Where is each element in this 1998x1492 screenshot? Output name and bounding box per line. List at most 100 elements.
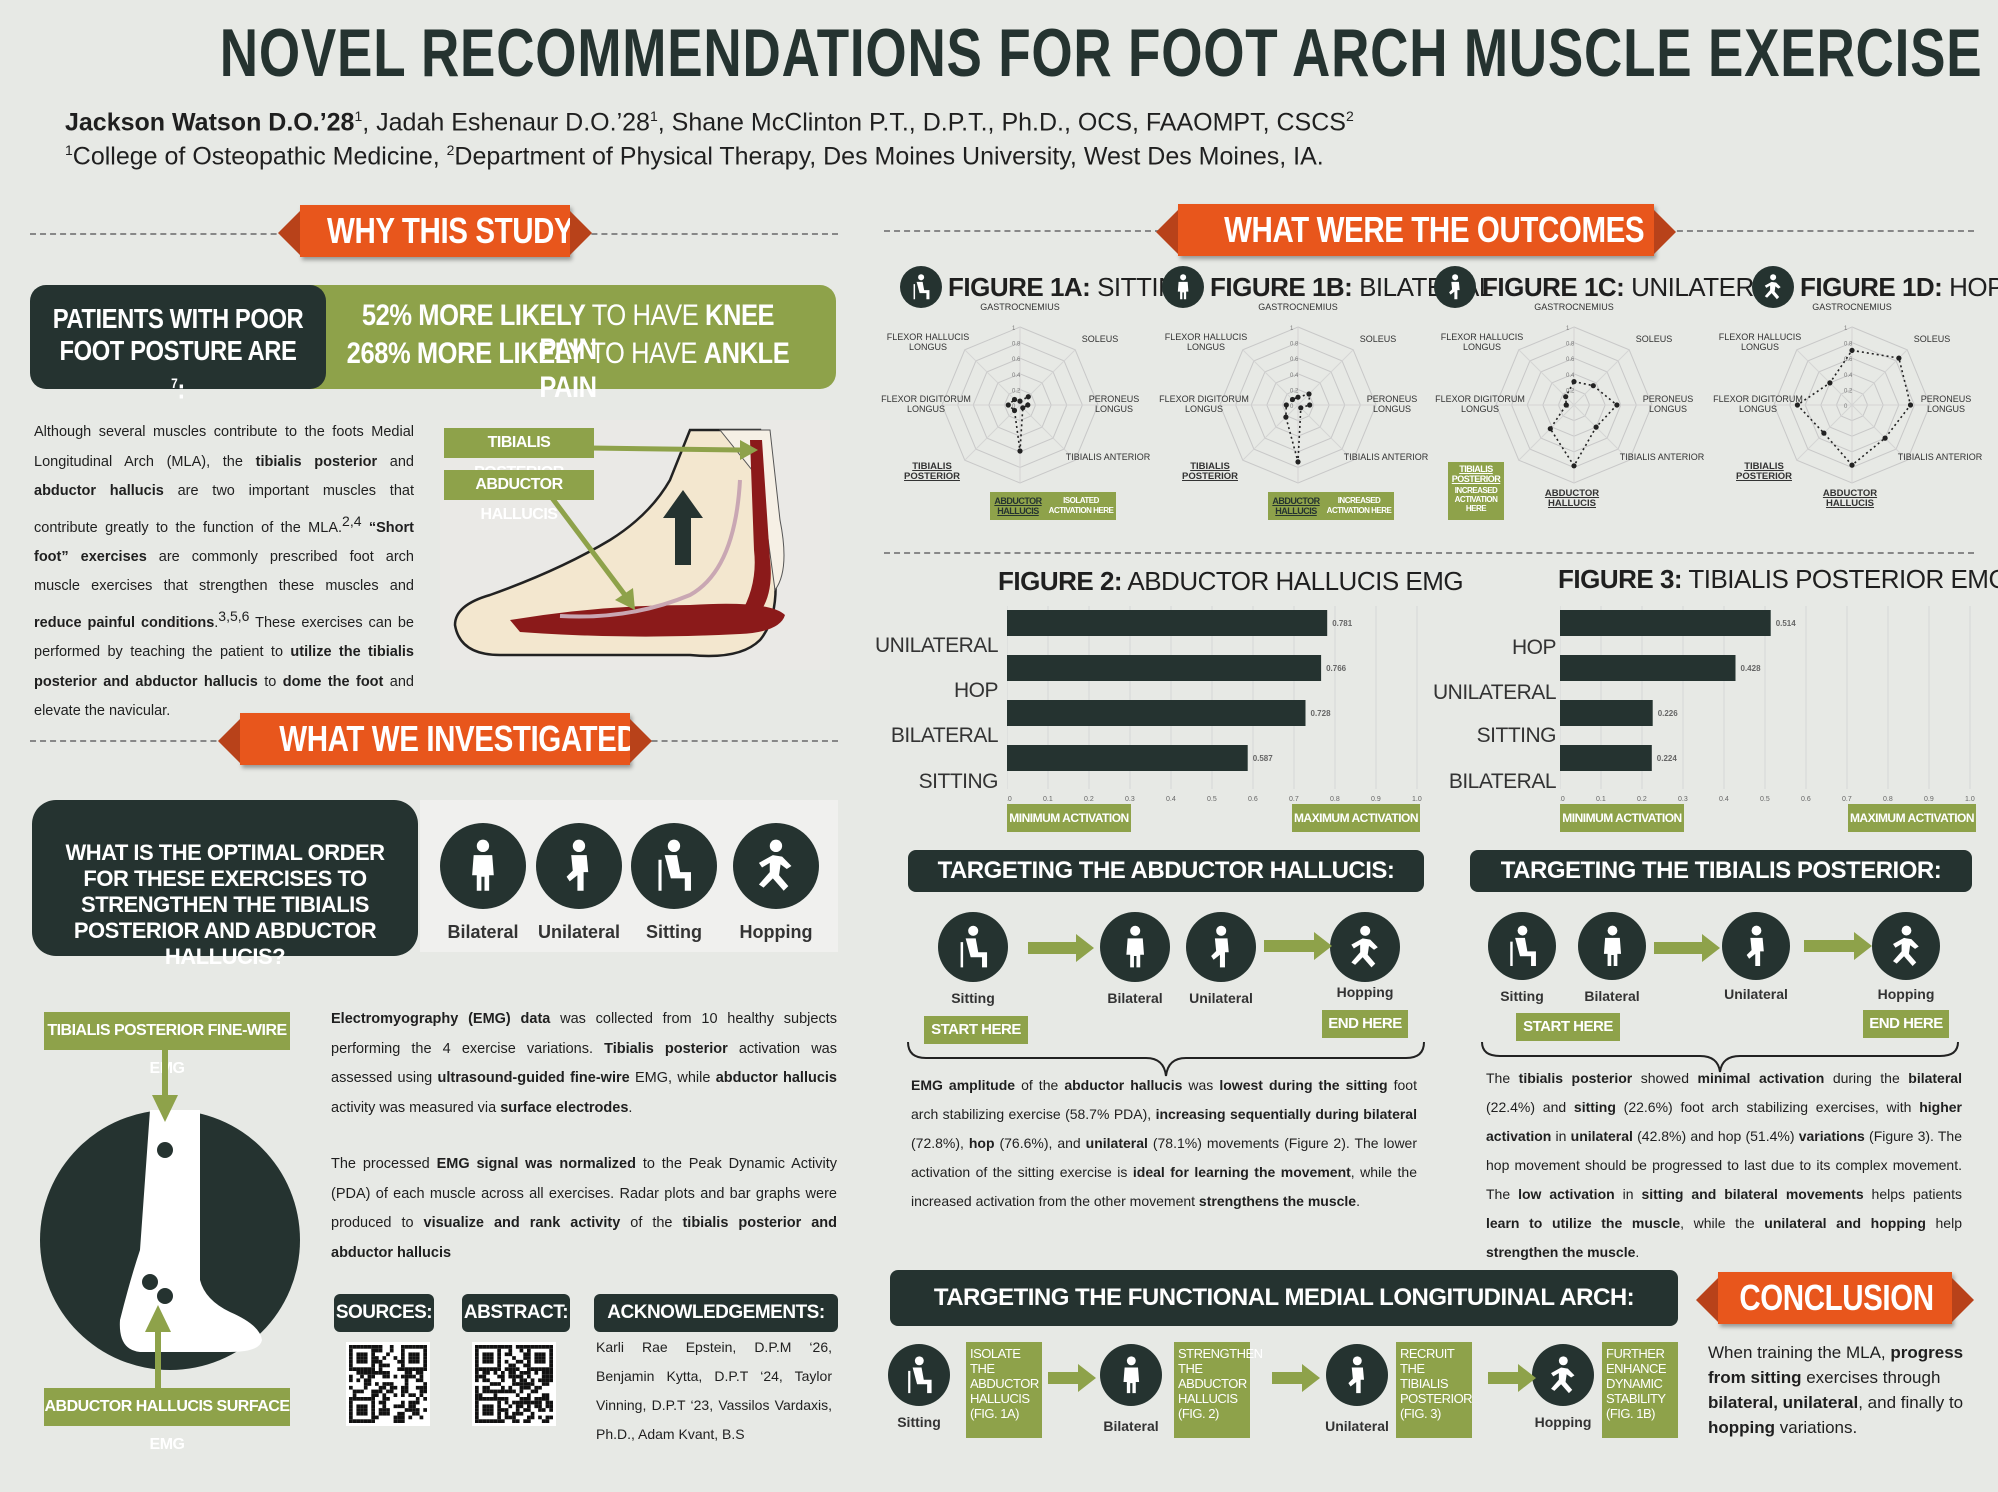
body — [913, 281, 930, 300]
qr-module — [378, 1400, 383, 1405]
x-tick: 1.0 — [1412, 796, 1422, 803]
qr-module — [386, 1374, 390, 1379]
qr-module — [486, 1389, 490, 1394]
qr-module — [486, 1356, 490, 1360]
qr-module — [423, 1367, 427, 1371]
author-3: Shane McClinton P.T., D.P.T., Ph.D., OCS… — [671, 108, 1346, 137]
body — [960, 938, 987, 968]
unilateral-circle — [1722, 912, 1790, 980]
flow-arrow — [1804, 940, 1854, 952]
bar-value-label: 0.766 — [1326, 664, 1347, 673]
mla-step-box: RECRUIT THE TIBIALIS POSTERIOR (FIG. 3) — [1396, 1342, 1473, 1438]
qr-module — [415, 1400, 420, 1405]
qr-module — [371, 1352, 375, 1357]
qr-module — [504, 1389, 509, 1394]
outcomes-banner-text: WHAT WERE THE OUTCOMES — [1224, 209, 1645, 250]
bar — [1560, 610, 1771, 636]
qr-module — [497, 1415, 501, 1420]
radar-spoke — [964, 404, 1021, 461]
qr-module — [382, 1408, 387, 1412]
abstract-qr[interactable] — [472, 1342, 556, 1426]
qr-module — [549, 1404, 553, 1409]
qr-module — [527, 1419, 531, 1423]
qr-module — [519, 1374, 524, 1379]
radar-point — [1593, 424, 1599, 430]
qr-module — [382, 1374, 387, 1379]
author-2: Jadah Eshenaur D.O.’28 — [376, 108, 650, 137]
head — [1129, 925, 1141, 936]
qr-module — [360, 1404, 364, 1409]
qr-module — [475, 1393, 479, 1397]
qr-module — [515, 1345, 520, 1349]
divider — [884, 552, 1974, 554]
qr-module — [482, 1397, 487, 1401]
qr-module — [527, 1374, 531, 1379]
qr-module — [378, 1348, 383, 1353]
unilateral-circle — [536, 823, 622, 909]
bar — [1007, 700, 1306, 726]
qr-module — [549, 1415, 553, 1420]
qr-module — [360, 1411, 364, 1416]
radar-point — [1307, 402, 1313, 408]
qr-module — [475, 1356, 479, 1360]
qr-module — [419, 1415, 424, 1420]
qr-module — [475, 1411, 479, 1416]
qr-module — [482, 1345, 487, 1349]
qr-module — [538, 1404, 542, 1409]
qr-module — [486, 1371, 490, 1375]
flow-arrow — [1654, 942, 1702, 954]
sitting-circle — [1488, 912, 1556, 980]
qr-module — [408, 1404, 413, 1409]
radar-axis-label: PERONEUS LONGUS — [1642, 394, 1694, 414]
tp-end: END HERE — [1863, 1010, 1949, 1038]
qr-module — [375, 1371, 379, 1375]
radar-spoke — [1518, 404, 1575, 461]
radar-spoke — [1573, 404, 1630, 461]
qr-module — [489, 1419, 494, 1423]
qr-module — [349, 1385, 353, 1390]
x-tick: 0.5 — [1760, 796, 1770, 803]
qr-module — [534, 1356, 539, 1360]
x-tick: 0.9 — [1924, 796, 1934, 803]
qr-module — [534, 1359, 539, 1364]
qr-module — [489, 1352, 494, 1357]
qr-module — [408, 1345, 413, 1349]
qr-module — [538, 1408, 542, 1412]
qr-module — [549, 1348, 553, 1353]
mla-title: TARGETING THE FUNCTIONAL MEDIAL LONGITUD… — [890, 1270, 1678, 1326]
qr-module — [512, 1389, 516, 1394]
qr-module — [501, 1385, 505, 1390]
qr-module — [378, 1411, 383, 1416]
radar-point — [1295, 459, 1301, 465]
head — [1901, 925, 1911, 935]
qr-module — [349, 1367, 353, 1371]
qr-module — [489, 1356, 494, 1360]
sources-qr[interactable] — [346, 1342, 430, 1426]
radar-tick: 0.6 — [1290, 357, 1299, 363]
mla-step-box: ISOLATE THE ABDUCTOR HALLUCIS (FIG. 1A) — [966, 1342, 1042, 1438]
radar-tick: 0.6 — [1012, 357, 1021, 363]
qr-module — [545, 1378, 550, 1383]
x-tick: 0.8 — [1883, 796, 1893, 803]
flow-step-label: Hopping — [1534, 1414, 1592, 1430]
body — [1123, 1367, 1139, 1393]
leg-shape — [119, 1110, 262, 1352]
qr-module — [515, 1408, 520, 1412]
qr-module — [527, 1367, 531, 1371]
qr-module — [419, 1393, 424, 1397]
radar-axis-label: FLEXOR HALLUCIS LONGUS — [1440, 332, 1524, 352]
qr-module — [493, 1393, 498, 1397]
radar-axis-label: GASTROCNEMIUS — [980, 302, 1060, 312]
qr-module — [401, 1352, 405, 1357]
pointer-line — [538, 480, 627, 597]
qr-module — [419, 1385, 424, 1390]
bar-category-label: UNILATERAL — [875, 634, 998, 657]
qr-module — [412, 1345, 416, 1349]
radar-axis-label: TIBIALIS ANTERIOR — [1065, 452, 1151, 462]
qr-module — [482, 1352, 487, 1357]
radar-point — [1298, 405, 1304, 411]
radar-point — [1011, 396, 1018, 403]
sitting-person-icon — [960, 925, 987, 968]
radar-spoke — [1796, 349, 1853, 406]
radar-axis-label: GASTROCNEMIUS — [1534, 302, 1614, 312]
